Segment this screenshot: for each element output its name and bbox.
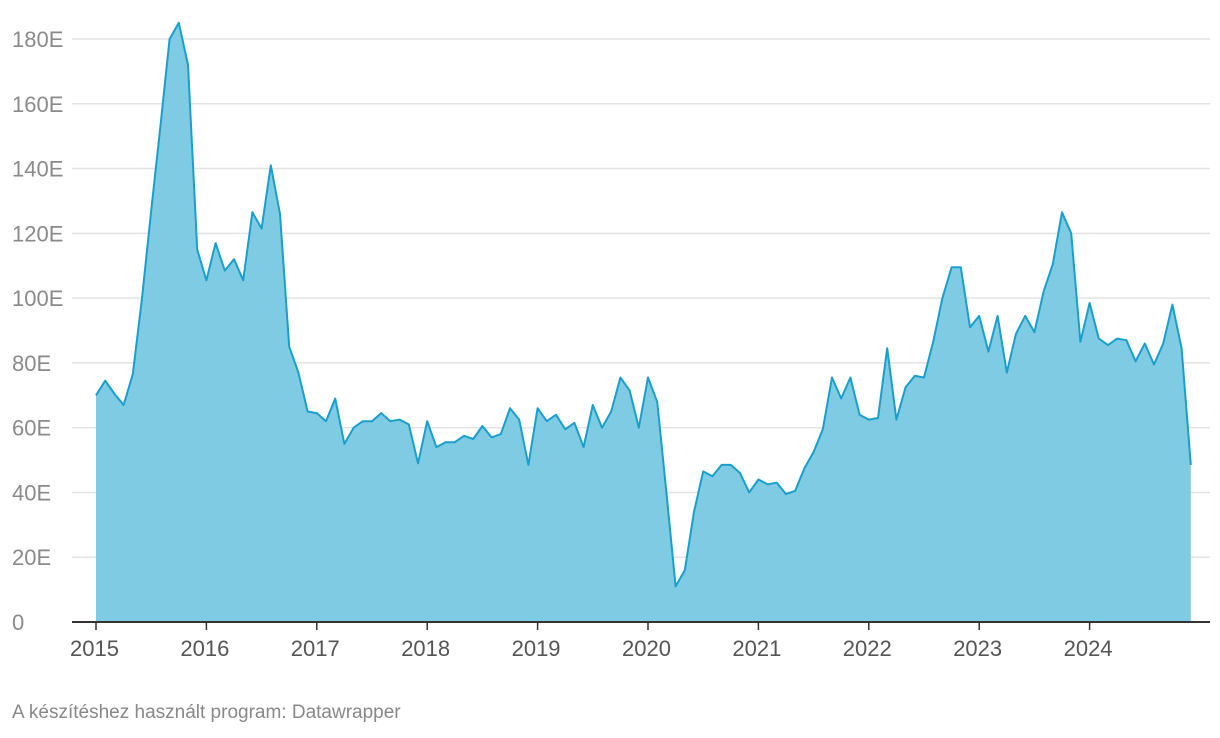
y-tick-label: 120E bbox=[12, 221, 63, 246]
area-series bbox=[95, 21, 1192, 623]
y-tick-label: 100E bbox=[12, 286, 63, 311]
credit-text: A készítéshez használt program: Datawrap… bbox=[12, 702, 401, 723]
x-tick-label: 2019 bbox=[512, 636, 561, 661]
y-tick-label: 40E bbox=[12, 480, 51, 505]
area-fill bbox=[96, 22, 1191, 623]
x-tick-label: 2021 bbox=[732, 636, 781, 661]
y-tick-label: 140E bbox=[12, 157, 63, 182]
x-tick-label: 2022 bbox=[843, 636, 892, 661]
x-tick-label: 2020 bbox=[622, 636, 671, 661]
y-tick-label: 80E bbox=[12, 351, 51, 376]
y-tick-label: 60E bbox=[12, 416, 51, 441]
y-tick-label: 160E bbox=[12, 92, 63, 117]
x-tick-label: 2024 bbox=[1064, 636, 1113, 661]
x-tick-label: 2023 bbox=[953, 636, 1002, 661]
x-tick-label: 2017 bbox=[291, 636, 340, 661]
x-tick-label: 2018 bbox=[401, 636, 450, 661]
x-tick-label: 2016 bbox=[180, 636, 229, 661]
y-tick-label: 20E bbox=[12, 545, 51, 570]
x-tick-label: 2015 bbox=[70, 636, 119, 661]
x-axis-ticks: 2015 2016 2017 2018 2019 2020 2021 2022 2023 2024 bbox=[70, 622, 1113, 661]
y-axis-ticks: 0 20E 40E 60E 80E 100E 120E 140E 160E 180E bbox=[12, 27, 63, 635]
y-tick-label: 180E bbox=[12, 27, 63, 52]
series-line bbox=[95, 21, 1192, 588]
y-tick-label: 0 bbox=[12, 610, 24, 635]
